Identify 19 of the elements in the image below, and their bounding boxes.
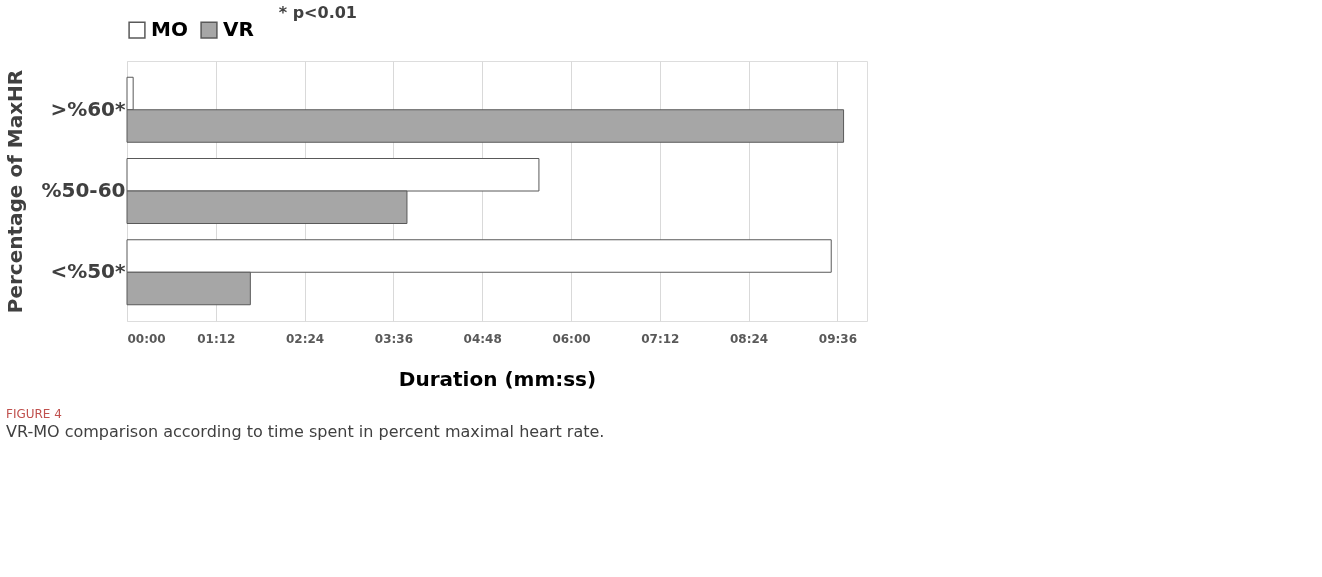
- x-tick-label: 03:36: [374, 331, 413, 346]
- x-axis-title: Duration (mm:ss): [398, 366, 597, 391]
- y-axis-title: Percentage of MaxHR: [3, 69, 28, 314]
- text: VR-MO comparison according to time spent in percent maximal heart rate.: [6, 422, 605, 441]
- x-tick-label: 08:24: [730, 331, 769, 346]
- text: FIGURE 4: [6, 407, 62, 421]
- y-tick-label: <%50*: [50, 259, 127, 284]
- x-tick-label: 06:00: [552, 331, 591, 346]
- x-tick-label: 00:00: [127, 331, 166, 346]
- legend-label: VR: [223, 17, 254, 42]
- y-tick-label: >%60*: [50, 96, 127, 121]
- x-tick-label: 02:24: [286, 331, 325, 346]
- legend-label: MO: [151, 17, 188, 42]
- x-tick-label: 04:48: [463, 331, 502, 346]
- x-tick-label: 07:12: [641, 331, 680, 346]
- text: * p<0.01: [278, 3, 357, 22]
- y-tick-label: %50-60: [41, 178, 126, 202]
- x-tick-label: 01:12: [197, 331, 236, 346]
- x-tick-label: 09:36: [818, 331, 857, 346]
